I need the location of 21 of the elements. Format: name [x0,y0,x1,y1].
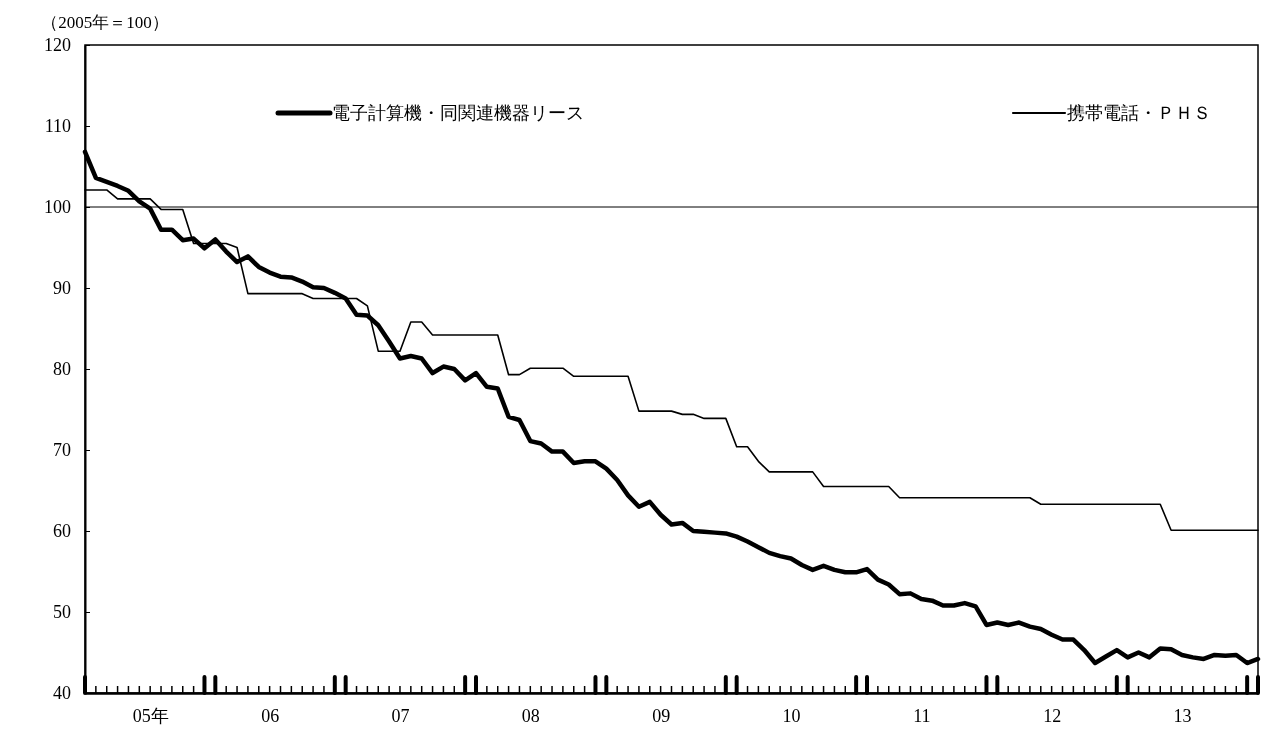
x-tick-label: 05年 [132,705,169,726]
x-tick-label: 13 [1173,705,1192,726]
y-axis-title: （2005年＝100） [41,13,169,32]
x-tick-label: 11 [913,705,931,726]
x-tick-label: 08 [521,705,540,726]
y-tick-label: 90 [53,278,71,299]
x-tick-label: 06 [261,705,280,726]
y-tick-label: 100 [44,197,71,218]
y-tick-label: 120 [44,35,71,56]
x-tick-label: 12 [1043,705,1062,726]
y-tick-label: 70 [53,440,71,461]
y-tick-label: 60 [53,521,71,542]
y-tick-label: 50 [53,602,71,623]
y-tick-label: 80 [53,359,71,380]
x-tick-label: 10 [782,705,801,726]
x-tick-label: 07 [391,705,410,726]
y-tick-label: 40 [53,683,71,704]
x-tick-label: 09 [652,705,671,726]
y-tick-label: 110 [44,116,71,137]
legend-label: 電子計算機・同関連機器リース [332,103,584,123]
legend-label: 携帯電話・ＰＨＳ [1067,103,1211,123]
